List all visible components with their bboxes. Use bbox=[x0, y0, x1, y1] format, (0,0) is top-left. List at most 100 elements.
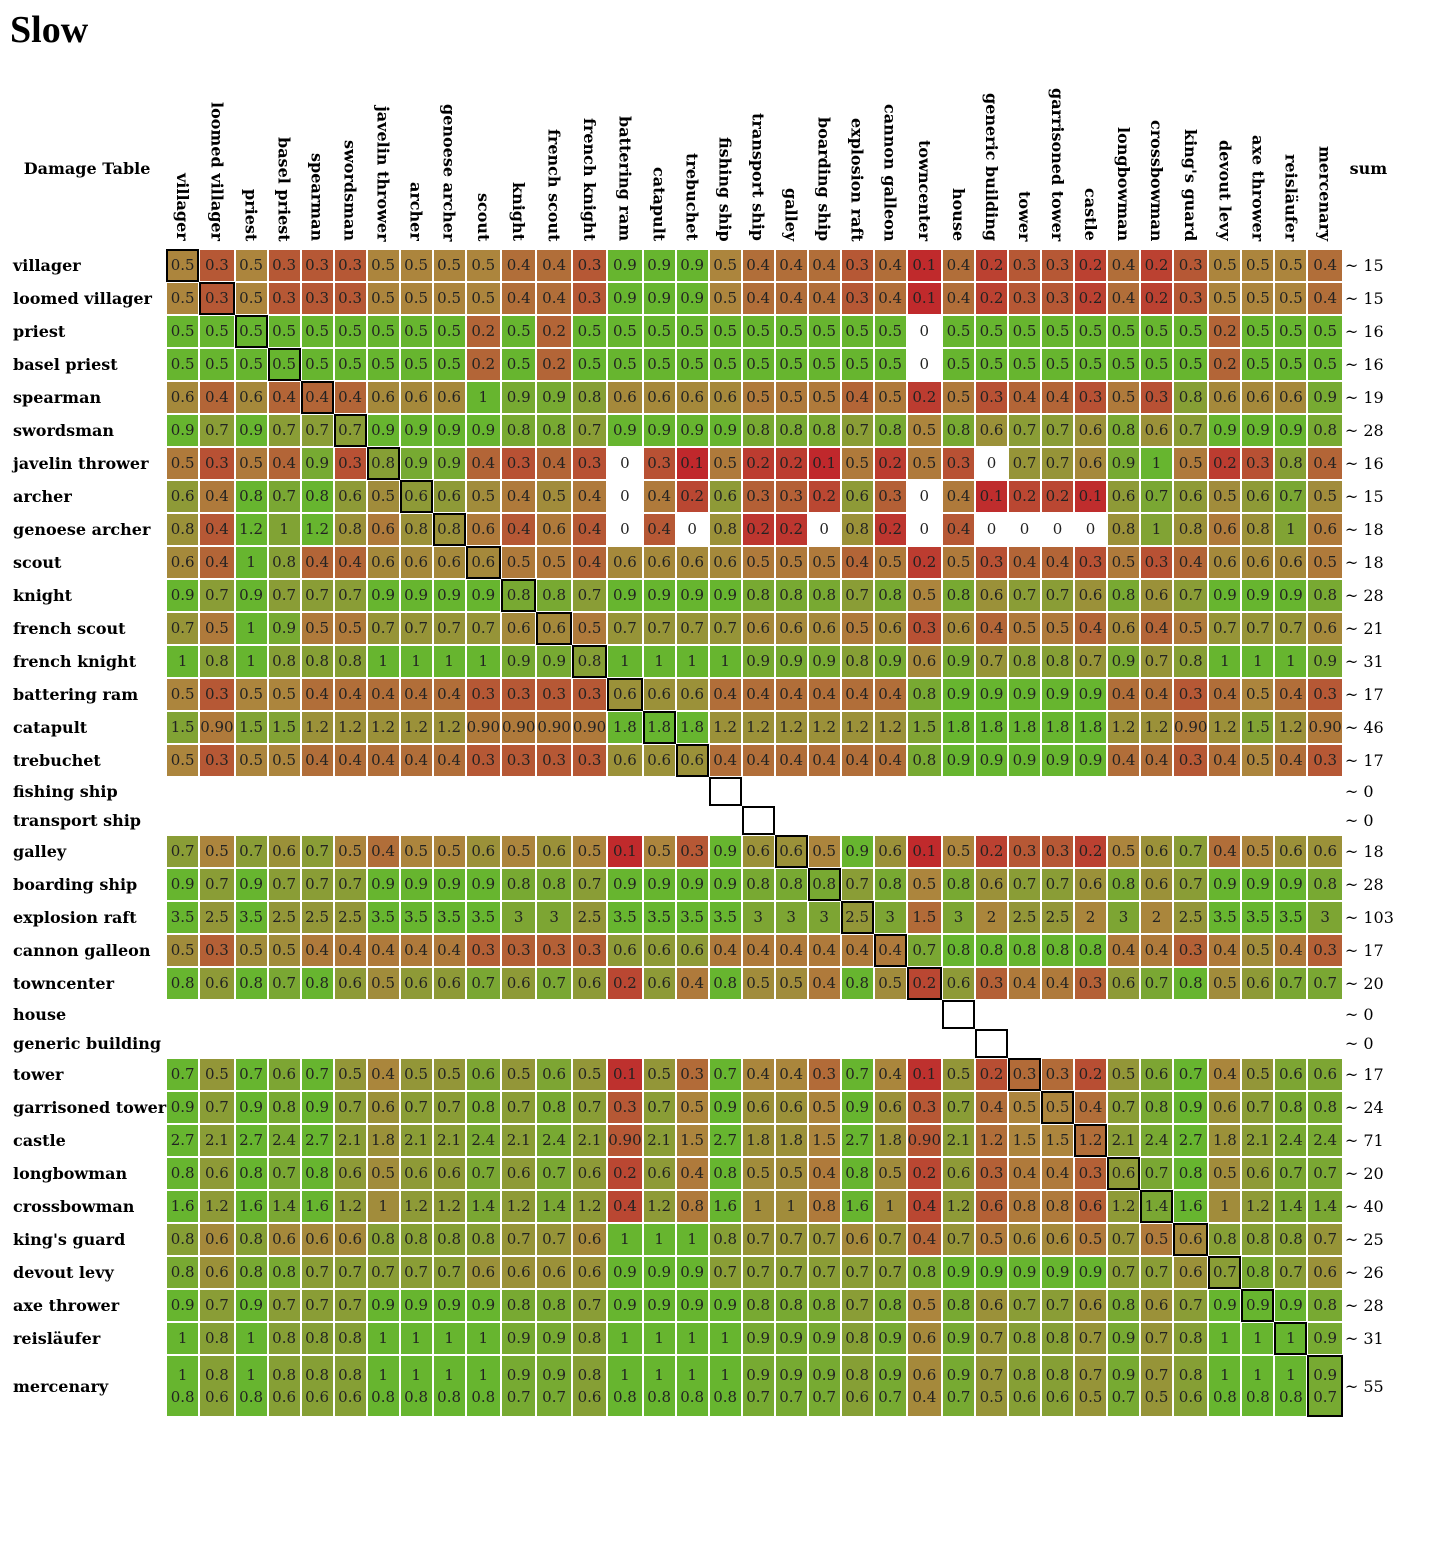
cell-value: 1.8 bbox=[946, 718, 971, 737]
cell-value: 0.5 bbox=[204, 842, 229, 861]
heatmap-cell: 0.4 bbox=[501, 513, 537, 547]
column-header-label: cannon galleon bbox=[880, 103, 900, 242]
cell-value: 1.5 bbox=[170, 718, 195, 737]
cell-value: 0.4 bbox=[204, 520, 229, 539]
cell-value: 0.4 bbox=[1144, 751, 1169, 770]
heatmap-cell: 0.7 bbox=[873, 1223, 907, 1257]
heatmap-cell: 0.9 0.7 bbox=[807, 1355, 841, 1418]
cell-value: 0.5 bbox=[746, 355, 771, 374]
cell-value: 0.2 bbox=[1078, 289, 1103, 308]
cell-value: 0.6 bbox=[1313, 520, 1338, 539]
heatmap-cell bbox=[1208, 1029, 1242, 1059]
heatmap-cell: 1 bbox=[366, 1322, 400, 1356]
column-header: genoese archer bbox=[433, 88, 466, 249]
heatmap-cell: 0.8 0.6 bbox=[840, 1355, 874, 1418]
heatmap-cell: 0.7 bbox=[166, 835, 200, 869]
heatmap-cell: 0.4 bbox=[906, 1190, 943, 1224]
heatmap-cell bbox=[675, 777, 709, 807]
cell-value: 0.5 bbox=[371, 1164, 396, 1183]
column-header: french scout bbox=[536, 88, 571, 249]
cell-value: 1 bbox=[1220, 652, 1230, 671]
cell-value: 0.9 bbox=[170, 421, 195, 440]
cell-value: 0 bbox=[1085, 520, 1096, 539]
cell-value: 1 bbox=[444, 1366, 454, 1385]
heatmap-cell: 1.6 bbox=[166, 1190, 200, 1224]
cell-value: 0.6 bbox=[946, 974, 971, 993]
heatmap-cell: 0.7 bbox=[1307, 967, 1343, 1001]
heatmap-cell: 0.9 bbox=[675, 282, 709, 316]
cell-value: 3.5 bbox=[239, 908, 264, 927]
cell-value: 0.9 bbox=[680, 289, 705, 308]
cell-value: 0.8 bbox=[1313, 1098, 1338, 1117]
cell-value: 0.5 bbox=[371, 256, 396, 275]
heatmap-cell: 0.5 bbox=[199, 315, 235, 349]
cell-value: 0.4 bbox=[1012, 974, 1037, 993]
cell-value: 0.7 bbox=[845, 421, 870, 440]
row-sum: ~ 0 bbox=[1344, 1005, 1374, 1025]
heatmap-cell: 0.5 bbox=[432, 348, 466, 382]
heatmap-cell: 0.7 bbox=[267, 579, 301, 613]
cell-value: 0.2 bbox=[912, 974, 937, 993]
cell-value: 0.5 bbox=[713, 256, 738, 275]
column-header-label: battering ram bbox=[615, 116, 635, 242]
cell-value: 3 bbox=[513, 908, 524, 927]
heatmap-cell: 1.2 bbox=[975, 1124, 1009, 1158]
row-sum: ~ 103 bbox=[1344, 908, 1394, 928]
cell-value: 0.7 bbox=[812, 1263, 837, 1282]
heatmap-cell: 0.8 bbox=[465, 1223, 501, 1257]
heatmap-cell: 3.5 bbox=[1208, 901, 1242, 935]
heatmap-cell: 0.7 bbox=[536, 967, 572, 1001]
cell-value: 0.8 bbox=[170, 974, 195, 993]
heatmap-cell bbox=[642, 1000, 676, 1030]
heatmap-cell: 0.4 bbox=[873, 282, 907, 316]
cell-value: 0.3 bbox=[1178, 941, 1203, 960]
cell-value: 0.6 bbox=[612, 751, 637, 770]
cell-value: 0.8 bbox=[845, 1329, 870, 1348]
column-header: mercenary bbox=[1307, 88, 1342, 249]
cell-value: 1 bbox=[720, 1366, 730, 1385]
table-row: french knight 1 0.8 1 0.8 0.8 0.8 1 1 1 1 0.9 0.9 0.8… bbox=[8, 645, 1394, 679]
cell-value: 0.6 bbox=[979, 875, 1004, 894]
heatmap-cell: 0.3 bbox=[1307, 744, 1343, 778]
heatmap-cell bbox=[166, 1000, 200, 1030]
heatmap-cell bbox=[942, 806, 976, 836]
heatmap-cell: 0.9 0.7 bbox=[774, 1355, 808, 1418]
cell-value: 0.5 bbox=[1246, 842, 1270, 861]
heatmap-cell bbox=[1208, 806, 1242, 836]
cell-value: 0.5 bbox=[404, 1065, 429, 1084]
cell-value: 0.5 bbox=[1279, 322, 1303, 341]
cell-value: 0.5 bbox=[912, 875, 937, 894]
heatmap-cell: 0.3 bbox=[571, 934, 608, 968]
cell-value: 0.6 bbox=[1111, 487, 1136, 506]
row-sum: ~ 15 bbox=[1344, 487, 1384, 507]
heatmap-cell: 1.5 bbox=[1041, 1124, 1075, 1158]
cell-value: 0.3 bbox=[680, 1065, 705, 1084]
cell-value: 0.4 bbox=[1144, 941, 1169, 960]
heatmap-cell: 0.6 bbox=[432, 967, 466, 1001]
cell-value: 0.7 bbox=[1012, 421, 1037, 440]
heatmap-cell: 0.90 bbox=[906, 1124, 943, 1158]
heatmap-cell: 0.9 bbox=[1241, 868, 1275, 902]
heatmap-cell: 0.6 bbox=[642, 967, 676, 1001]
cell-value: 3 bbox=[753, 908, 763, 927]
cell-value: 0.8 bbox=[305, 652, 330, 671]
heatmap-cell: 0.4 bbox=[675, 967, 709, 1001]
heatmap-cell: 0 bbox=[975, 447, 1009, 481]
heatmap-cell: 0.9 bbox=[708, 835, 742, 869]
cell-value: 0.5 bbox=[779, 388, 804, 407]
heatmap-cell: 0.6 bbox=[1074, 447, 1108, 481]
cell-value: 0.9 bbox=[612, 421, 637, 440]
cell-value: 0.5 bbox=[779, 322, 804, 341]
heatmap-cell: 0.4 bbox=[366, 1058, 400, 1092]
heatmap-cell: 0.3 bbox=[873, 480, 907, 514]
heatmap-cell: 0.6 bbox=[166, 546, 200, 580]
heatmap-cell: 0.5 bbox=[873, 546, 907, 580]
cell-value: 0.6 bbox=[946, 619, 971, 638]
heatmap-cell: 0.8 bbox=[807, 868, 841, 902]
cell-value: 3.5 bbox=[404, 908, 429, 927]
heatmap-cell: 0.8 bbox=[234, 480, 268, 514]
cell-value: 0.8 bbox=[506, 875, 531, 894]
cell-value: 0.3 bbox=[1012, 842, 1037, 861]
heatmap-cell: 0 bbox=[607, 513, 643, 547]
heatmap-cell: 0.4 bbox=[267, 447, 301, 481]
